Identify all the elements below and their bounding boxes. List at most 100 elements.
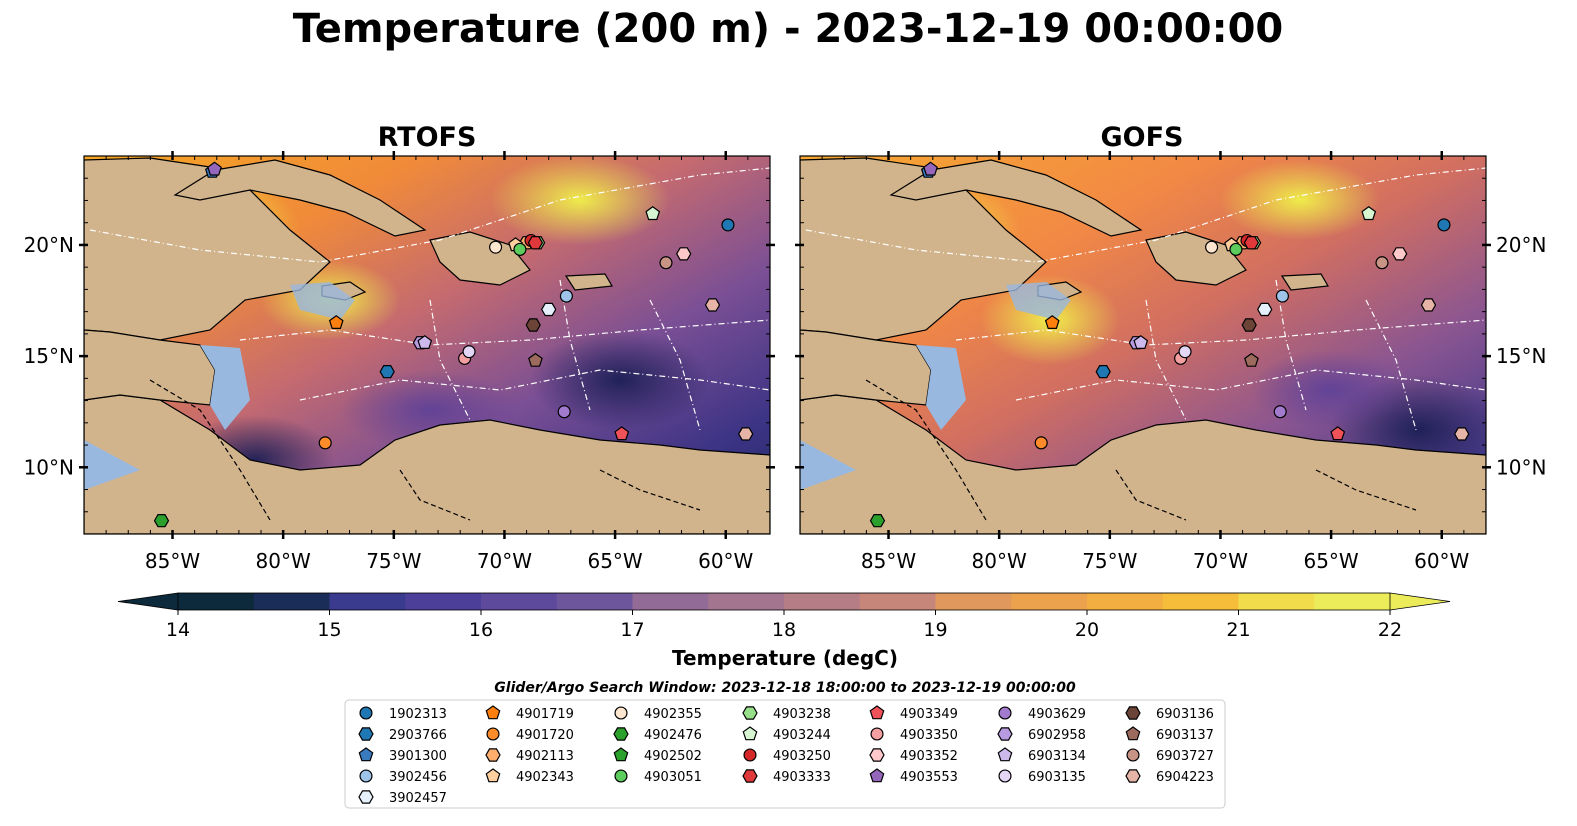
float-marker-4902355 [1205,240,1219,254]
float-marker-3902456 [1275,289,1289,303]
legend-marker-6903135 [998,769,1012,783]
continental-shelf [1006,282,1071,320]
legend-marker-4903349 [869,705,885,720]
legend-marker-4903350 [870,727,884,741]
legend-label: 4903333 [773,770,831,785]
lon-tick-label: 85°W [861,549,916,573]
legend-item-6904223: 6904223 [1125,769,1214,785]
panel-title-gofs: GOFS [1100,122,1183,153]
float-marker-4903629 [557,405,571,419]
colorbar-segment [859,593,936,610]
lon-tick-label: 60°W [1414,549,1469,573]
colorbar-segment [935,593,1012,610]
country-borders [865,379,1417,521]
float-marker-6903134 [417,335,433,349]
float-marker-4902476 [153,514,170,528]
legend-marker-4902113 [485,748,501,762]
land-mass-cuba [173,159,427,237]
legend-label: 2903766 [389,728,447,743]
legend-label: 1902313 [389,707,447,722]
legend-marker-3901300 [358,747,374,762]
float-marker-1902313 [1437,218,1451,232]
float-marker-4903051 [513,242,527,256]
colorbar-segment [708,593,785,610]
colorbar-tick-label: 15 [317,619,341,641]
float-marker-4902476 [869,514,886,528]
float-marker-4903051 [1229,242,1243,256]
colorbar-tick-label: 22 [1378,619,1402,641]
legend-marker-6903134 [997,747,1013,762]
colorbar-segment [1238,593,1315,610]
float-marker-1902313 [721,218,735,232]
legend-item-3901300: 3901300 [358,747,447,764]
lon-tick-label: 70°W [1193,549,1248,573]
legend-marker-4903051 [614,769,628,783]
colorbar-extend-min [117,592,179,611]
land-mass-hispaniola [429,231,531,286]
float-marker-6903135 [1178,345,1192,359]
float-marker-3902457 [541,302,557,317]
continental-shelf [84,440,140,490]
continental-shelf [290,282,355,320]
legend-marker-4902502 [613,747,629,762]
float-markers-rtofs [153,161,754,528]
float-marker-6904223 [1420,298,1437,312]
legend-label: 4903553 [900,770,958,785]
colorbar-segment [784,593,861,610]
legend-item-4902343: 4902343 [485,768,574,785]
map-panel-rtofs: RTOFS [24,122,775,573]
float-marker-4903553 [923,161,938,176]
land-mass-south-central-america [84,394,770,534]
legend-item-6902958: 6902958 [997,727,1086,743]
colorbar-tick-label: 18 [772,619,796,641]
colorbar-tick-label: 16 [469,619,493,641]
map-frame-rtofs [83,155,771,535]
legend-marker-4901719 [485,705,501,720]
legend-item-6903135: 6903135 [998,769,1086,785]
figure-title: Temperature (200 m) - 2023-12-19 00:00:0… [293,6,1284,52]
colorbar-extend-max [1389,592,1451,611]
legend-marker-4903333 [742,769,758,783]
float-marker-4903244 [1361,206,1377,221]
legend-marker-4903629 [998,706,1012,720]
float-marker-2903766 [379,365,395,379]
legend-label: 4903244 [773,728,831,743]
legend-marker-4903244 [742,726,758,741]
legend-label: 4903051 [644,770,702,785]
legend-title: Glider/Argo Search Window: 2023-12-18 18… [494,680,1076,696]
panel-title-rtofs: RTOFS [378,122,477,153]
legend-item-2903766: 2903766 [358,727,447,743]
lon-tick-label: 80°W [972,549,1027,573]
float-marker-4903333 [1243,236,1260,250]
lat-tick-label: 15°N [1496,344,1546,368]
colorbar-label: Temperature (degC) [672,646,898,670]
colorbar: 14 15 16 17 18 19 20 21 22 Temperature (degC) [117,592,1451,670]
colorbar-segment [178,593,255,610]
float-marker-6903727 [1375,256,1389,270]
legend-item-4903244: 4903244 [742,726,831,743]
legend-marker-3902456 [359,769,373,783]
legend-label: 6903137 [1156,728,1214,743]
legend-label: 6903136 [1156,707,1214,722]
land-mass-hispaniola [1145,231,1247,286]
legend-item-3902457: 3902457 [358,790,447,806]
legend-label: 4901719 [516,707,574,722]
float-marker-4901719 [328,315,344,329]
lon-tick-label: 60°W [698,549,753,573]
legend-marker-4903250 [743,748,757,762]
float-marker-6903135 [462,345,476,359]
legend-marker-6903136 [1125,706,1141,720]
map-frame-gofs [799,155,1487,535]
legend-item-3902456: 3902456 [359,769,447,785]
legend-label: 3901300 [389,749,447,764]
float-marker-4903553 [207,161,222,176]
legend-label: 6902958 [1028,728,1086,743]
lat-tick-label: 10°N [24,455,74,479]
legend-item-4903051: 4903051 [614,769,702,785]
land-mass-puerto-rico [564,273,613,291]
float-marker-6903134 [1133,335,1149,349]
colorbar-segment [1162,593,1239,610]
float-marker-3902457 [1257,302,1273,317]
legend-marker-4903352 [869,748,885,762]
legend-marker-4901720 [486,727,500,741]
